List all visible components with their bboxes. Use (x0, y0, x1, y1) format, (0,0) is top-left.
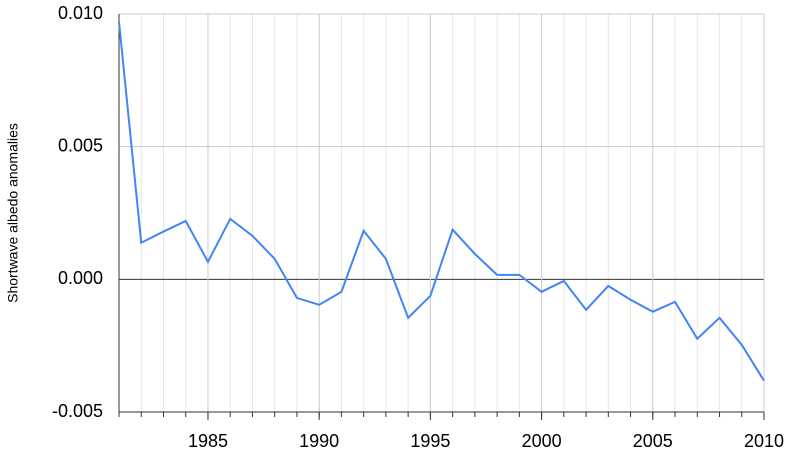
y-tick-label: 0.000 (58, 268, 103, 288)
x-tick-label: 2010 (744, 431, 784, 451)
y-axis-label: Shortwave albedo anomalies (5, 123, 21, 303)
x-tick-label: 1990 (299, 431, 339, 451)
y-tick-label: 0.005 (58, 135, 103, 155)
data-line (118, 21, 765, 382)
x-tick-label: 2000 (522, 431, 562, 451)
y-tick-label: -0.005 (52, 401, 103, 421)
x-tick-label: 1995 (410, 431, 450, 451)
y-tick-label: 0.010 (58, 3, 103, 23)
x-tick-label: 2005 (633, 431, 673, 451)
x-tick-label: 1985 (188, 431, 228, 451)
